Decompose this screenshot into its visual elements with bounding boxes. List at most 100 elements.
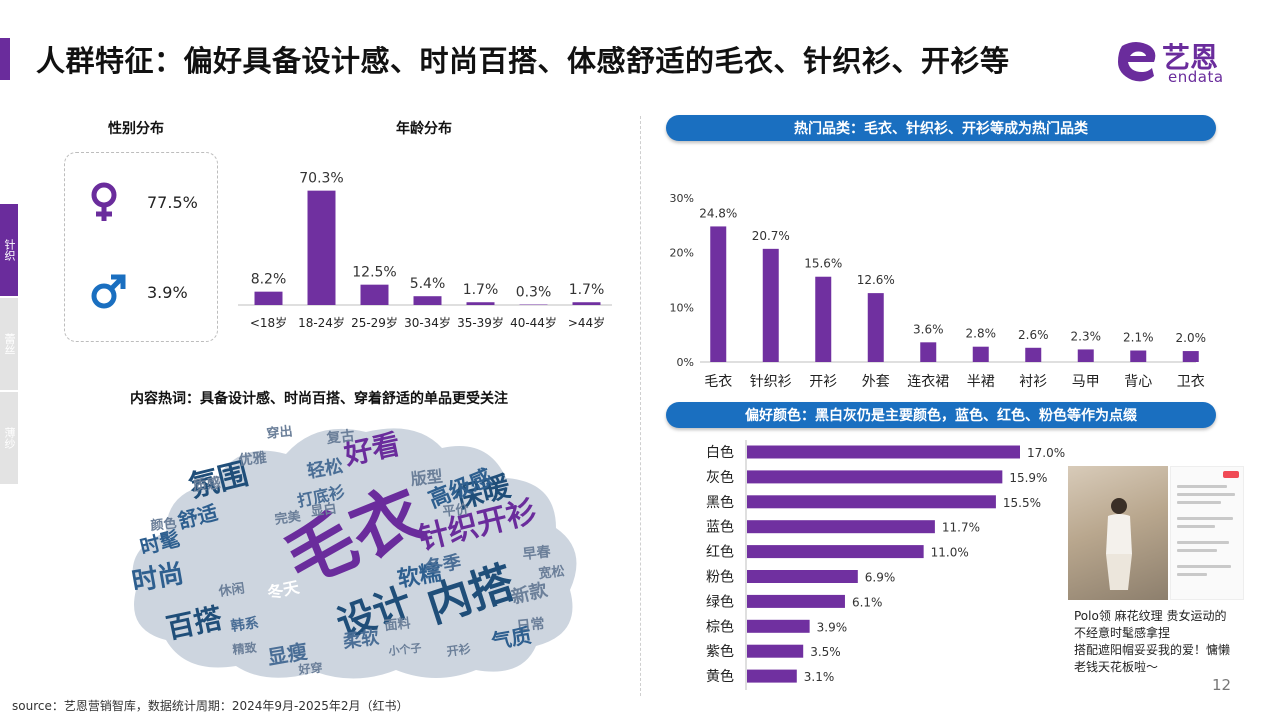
female-symbol-icon [91,182,117,221]
category-bar-label: 3.6% [913,322,944,336]
color-bar-label: 3.5% [810,645,841,659]
color-bar [747,594,845,608]
wordcloud-word: 宽松 [537,564,566,582]
category-bar-label: 24.8% [699,206,737,220]
category-bar [920,342,937,362]
category-bar [867,293,884,362]
category-tick-label: 卫衣 [1177,374,1205,390]
color-bar-label: 17.0% [1027,446,1065,460]
category-bar [710,226,727,362]
side-tab-lace[interactable]: 蕾丝 [0,298,18,390]
page-number: 12 [1212,676,1232,694]
category-bar [1182,351,1199,362]
wordcloud-word: 开衫 [445,641,472,659]
wordcloud-word: 质感 [191,475,222,495]
color-bar-label: 11.7% [942,521,980,535]
color-bar-label: 15.5% [1003,496,1041,510]
age-bar [413,296,442,305]
post-follow-badge [1223,471,1239,478]
vertical-divider [640,116,641,696]
title-accent-bar [0,38,10,80]
category-bar-label: 12.6% [857,273,895,287]
post-caption-line: 老钱天花板啦～ [1074,660,1159,674]
cloud-shape [132,428,577,679]
category-tick-label: 马甲 [1072,374,1100,390]
male-symbol-icon [91,274,126,309]
wordcloud-word: 优雅 [237,450,268,469]
category-bar-label: 2.1% [1123,331,1154,345]
category-bar [1025,347,1042,362]
female-value: 77.5% [147,192,198,212]
category-bar [972,346,989,362]
color-bar [747,495,996,509]
color-chart: 白色 17.0% 灰色 15.9% 黑色 15.5% 蓝色 11.7% 红色 11.0% 粉色 6.9… [706,440,1065,690]
logo-english-text: endata [1168,68,1224,86]
category-tick-label: 毛衣 [704,374,732,390]
post-text-line [1177,573,1207,576]
color-bar-label: 3.9% [817,620,848,634]
age-tick-label: 18-24岁 [298,315,345,330]
category-bar-label: 2.0% [1176,331,1207,345]
color-bar [747,644,804,658]
post-caption: Polo领 麻花纹理 贵女运动的 不经意时髦感拿捏 搭配遮阳帽妥妥我的爱！慵懒 … [1074,608,1264,676]
category-bar [1130,350,1147,362]
age-bar [307,190,336,305]
wordcloud-word: 精致 [231,640,258,657]
wordcloud-word: 韩系 [229,615,260,635]
color-tick-label: 白色 [706,444,734,461]
color-bar [747,619,810,633]
age-tick-label: 40-44岁 [510,315,557,330]
side-tab-label: 针织 [3,239,16,261]
post-text-line [1177,525,1215,528]
age-bar [466,302,495,305]
post-comment-panel [1170,466,1244,600]
endata-logo: 艺恩 endata [1112,34,1242,90]
side-tab-knit[interactable]: 针织 [0,204,18,296]
category-tick-label: 针织衫 [750,374,792,390]
age-chart: 8.2% <18岁 70.3% 18-24岁 12.5% 25-29岁 5.4% 30-34岁… [238,171,612,330]
wordcloud-word: 柔软 [341,627,381,653]
age-bar-label: 1.7% [569,282,605,298]
category-tick-label: 半裙 [967,374,995,390]
category-bar-label: 2.6% [1018,328,1049,342]
age-bar [572,302,601,305]
age-tick-label: 35-39岁 [457,315,504,330]
gender-row-male: 3.9% [89,273,188,311]
post-caption-line: 不经意时髦感拿捏 [1074,626,1171,640]
color-bar [747,520,935,534]
wordcloud-word: 穿出 [265,424,294,442]
category-y-tick: 30% [670,192,694,205]
category-y-tick: 0% [677,356,694,369]
age-bar-label: 8.2% [251,272,287,288]
color-tick-label: 蓝色 [706,519,734,536]
color-bar-label: 11.0% [931,546,969,560]
age-tick-label: <18岁 [250,315,287,330]
color-bar-label: 3.1% [804,670,835,684]
category-tick-label: 背心 [1124,374,1152,390]
category-y-tick: 10% [670,301,694,314]
wordcloud-word: 完美 [273,509,302,528]
male-value: 3.9% [147,282,188,302]
wordcloud-word: 复古 [325,428,356,447]
wordcloud-word: 小个子 [387,641,423,658]
source-note: source：艺恩营销智库，数据统计周期：2024年9月-2025年2月（红书） [12,699,409,713]
color-tick-label: 黑色 [706,494,734,511]
side-tabs: 针织 蕾丝 薄纱 [0,204,18,486]
endata-logo-icon [1118,42,1156,82]
color-tick-label: 黄色 [706,668,734,685]
age-bar [254,291,283,305]
side-tab-label: 蕾丝 [3,333,16,355]
color-bar-label: 6.9% [865,571,896,585]
age-bar-label: 12.5% [352,265,396,281]
page-title: 人群特征：偏好具备设计感、时尚百搭、体感舒适的毛衣、针织衫、开衫等 [36,44,1010,78]
wordcloud-word: 气质 [489,623,534,654]
wordcloud-title: 内容热词：具备设计感、时尚百搭、穿着舒适的单品更受关注 [130,391,508,407]
color-bar [747,570,858,583]
post-text-line [1177,493,1235,496]
wordcloud-word: 休闲 [217,581,246,600]
color-tick-label: 红色 [706,544,734,561]
post-caption-line: Polo领 麻花纹理 贵女运动的 [1074,609,1227,623]
post-text-line [1177,485,1227,488]
side-tab-gauze[interactable]: 薄纱 [0,392,18,484]
age-bar-label: 1.7% [463,282,499,298]
